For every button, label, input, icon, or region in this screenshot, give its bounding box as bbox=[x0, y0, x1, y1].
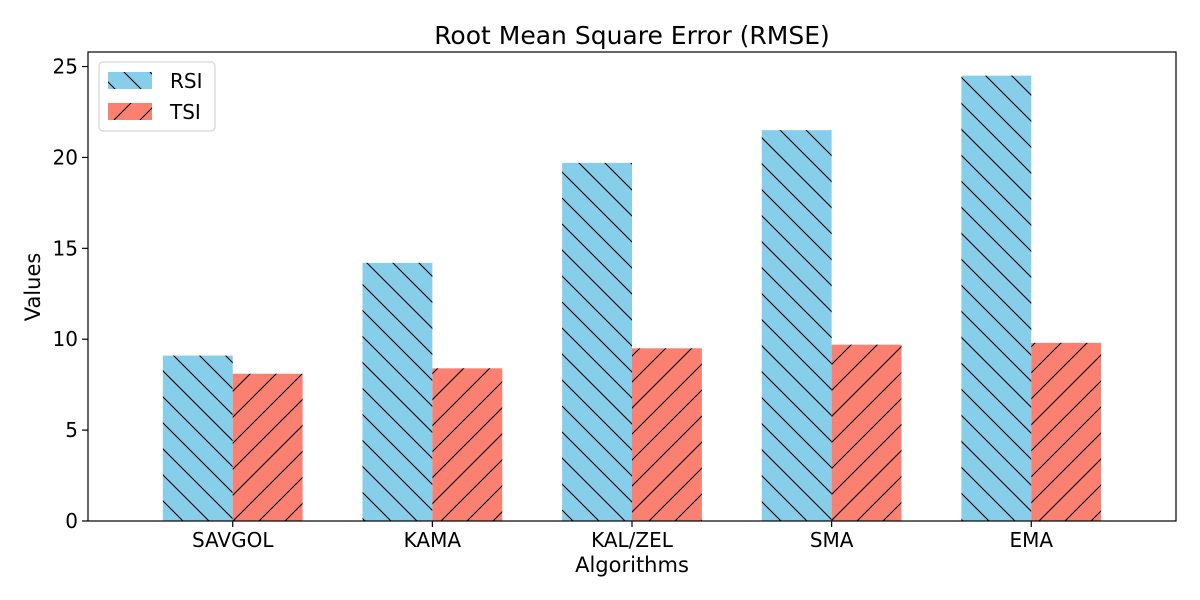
bar-rsi-kal-zel bbox=[562, 162, 632, 521]
chart-title: Root Mean Square Error (RMSE) bbox=[434, 21, 830, 50]
legend-entry-rsi[interactable]: RSI bbox=[108, 69, 203, 93]
y-tick-label: 25 bbox=[53, 55, 78, 79]
bar-tsi-ema bbox=[1031, 342, 1102, 521]
legend-swatch-hatch bbox=[108, 103, 152, 120]
x-tick-label: KAMA bbox=[404, 528, 462, 552]
x-tick-label: SAVGOL bbox=[192, 528, 274, 552]
y-tick-label: 20 bbox=[53, 145, 78, 169]
legend-swatch-hatch bbox=[108, 72, 152, 89]
x-tick-label: KAL/ZEL bbox=[591, 528, 674, 552]
bar-rsi-kama bbox=[362, 262, 433, 521]
x-tick-label: EMA bbox=[1009, 528, 1053, 552]
bar-tsi-sma bbox=[831, 344, 902, 521]
x-tick-label: SMA bbox=[810, 528, 854, 552]
bar-tsi-savgol bbox=[232, 373, 303, 521]
y-tick-label: 10 bbox=[53, 327, 78, 351]
x-axis-ticks: SAVGOL KAMA KAL/ZEL SMA EMA bbox=[192, 521, 1053, 552]
bar-tsi-kama bbox=[432, 368, 503, 521]
y-tick-label: 5 bbox=[65, 418, 78, 442]
y-tick-label: 0 bbox=[65, 509, 78, 533]
bars-group bbox=[162, 75, 1102, 522]
legend[interactable]: RSI TSI bbox=[98, 61, 216, 132]
bar-rsi-sma bbox=[761, 130, 832, 521]
legend-entry-tsi[interactable]: TSI bbox=[108, 100, 201, 124]
bar-rsi-savgol bbox=[162, 355, 233, 521]
legend-label-tsi: TSI bbox=[169, 100, 201, 124]
legend-label-rsi: RSI bbox=[170, 69, 203, 93]
bar-rsi-ema bbox=[961, 75, 1032, 522]
y-tick-label: 15 bbox=[53, 236, 78, 260]
y-axis-label: Values bbox=[21, 253, 45, 322]
y-axis-ticks: 0 5 10 15 20 25 bbox=[53, 55, 88, 533]
bar-tsi-kal-zel bbox=[632, 348, 702, 521]
x-axis-label: Algorithms bbox=[575, 553, 689, 577]
